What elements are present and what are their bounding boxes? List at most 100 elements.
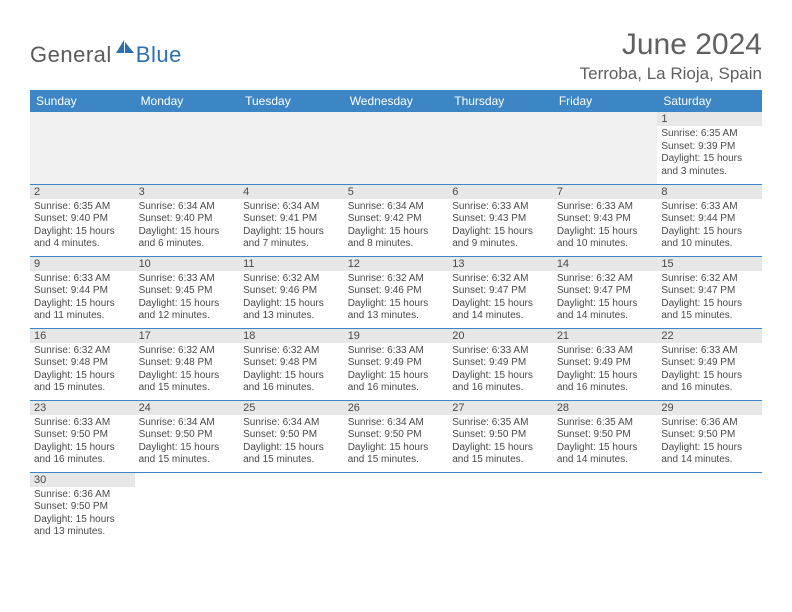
sunrise-text: Sunrise: 6:33 AM — [452, 201, 549, 214]
calendar-cell: 6Sunrise: 6:33 AMSunset: 9:43 PMDaylight… — [448, 184, 553, 256]
sunrise-text: Sunrise: 6:33 AM — [557, 345, 654, 358]
calendar-cell — [657, 472, 762, 544]
sunset-text: Sunset: 9:48 PM — [243, 357, 340, 370]
weekday-header: Thursday — [448, 90, 553, 112]
day-number: 1 — [657, 112, 762, 126]
sunset-text: Sunset: 9:50 PM — [452, 429, 549, 442]
sunset-text: Sunset: 9:43 PM — [557, 213, 654, 226]
sunset-text: Sunset: 9:44 PM — [34, 285, 131, 298]
calendar-cell: 21Sunrise: 6:33 AMSunset: 9:49 PMDayligh… — [553, 328, 658, 400]
calendar-cell: 9Sunrise: 6:33 AMSunset: 9:44 PMDaylight… — [30, 256, 135, 328]
calendar-cell: 24Sunrise: 6:34 AMSunset: 9:50 PMDayligh… — [135, 400, 240, 472]
daylight-text: and 9 minutes. — [452, 238, 549, 251]
calendar-cell — [135, 472, 240, 544]
sunset-text: Sunset: 9:42 PM — [348, 213, 445, 226]
sunset-text: Sunset: 9:50 PM — [661, 429, 758, 442]
sunrise-text: Sunrise: 6:33 AM — [661, 201, 758, 214]
weekday-header: Sunday — [30, 90, 135, 112]
calendar-cell — [239, 112, 344, 184]
daylight-text: and 14 minutes. — [661, 454, 758, 467]
sunset-text: Sunset: 9:41 PM — [243, 213, 340, 226]
daylight-text: Daylight: 15 hours — [34, 442, 131, 455]
day-number: 15 — [657, 257, 762, 271]
day-number: 2 — [30, 185, 135, 199]
calendar-cell — [30, 112, 135, 184]
calendar-cell: 14Sunrise: 6:32 AMSunset: 9:47 PMDayligh… — [553, 256, 658, 328]
day-number: 17 — [135, 329, 240, 343]
daylight-text: and 4 minutes. — [34, 238, 131, 251]
calendar-cell: 3Sunrise: 6:34 AMSunset: 9:40 PMDaylight… — [135, 184, 240, 256]
weekday-header: Friday — [553, 90, 658, 112]
calendar-cell: 5Sunrise: 6:34 AMSunset: 9:42 PMDaylight… — [344, 184, 449, 256]
sunrise-text: Sunrise: 6:34 AM — [348, 201, 445, 214]
calendar-cell — [344, 472, 449, 544]
daylight-text: Daylight: 15 hours — [557, 298, 654, 311]
sunset-text: Sunset: 9:43 PM — [452, 213, 549, 226]
calendar-cell: 18 Sunrise: 6:32 AMSunset: 9:48 PMDayligh… — [239, 328, 344, 400]
weekday-header: Tuesday — [239, 90, 344, 112]
sunset-text: Sunset: 9:50 PM — [557, 429, 654, 442]
calendar-cell: 8Sunrise: 6:33 AMSunset: 9:44 PMDaylight… — [657, 184, 762, 256]
daylight-text: and 16 minutes. — [452, 382, 549, 395]
weekday-header-row: Sunday Monday Tuesday Wednesday Thursday… — [30, 90, 762, 112]
sunset-text: Sunset: 9:39 PM — [661, 141, 758, 154]
sunset-text: Sunset: 9:46 PM — [243, 285, 340, 298]
daylight-text: and 15 minutes. — [139, 454, 236, 467]
calendar-week-row: 1Sunrise: 6:35 AMSunset: 9:39 PMDaylight… — [30, 112, 762, 184]
calendar-cell: 28Sunrise: 6:35 AMSunset: 9:50 PMDayligh… — [553, 400, 658, 472]
day-number: 27 — [448, 401, 553, 415]
daylight-text: Daylight: 15 hours — [348, 442, 445, 455]
day-number: 9 — [30, 257, 135, 271]
daylight-text: Daylight: 15 hours — [661, 226, 758, 239]
daylight-text: and 15 minutes. — [34, 382, 131, 395]
daylight-text: Daylight: 15 hours — [243, 226, 340, 239]
day-number: 10 — [135, 257, 240, 271]
sunrise-text: Sunrise: 6:35 AM — [452, 417, 549, 430]
header: General Blue June 2024 Terroba, La Rioja… — [30, 28, 762, 84]
location: Terroba, La Rioja, Spain — [580, 64, 762, 84]
calendar-week-row: 16Sunrise: 6:32 AMSunset: 9:48 PMDayligh… — [30, 328, 762, 400]
day-number: 19 — [344, 329, 449, 343]
sunset-text: Sunset: 9:49 PM — [661, 357, 758, 370]
sunrise-text: Sunrise: 6:33 AM — [557, 201, 654, 214]
day-number: 7 — [553, 185, 658, 199]
daylight-text: Daylight: 15 hours — [557, 442, 654, 455]
daylight-text: and 16 minutes. — [34, 454, 131, 467]
daylight-text: Daylight: 15 hours — [452, 298, 549, 311]
daylight-text: Daylight: 15 hours — [452, 442, 549, 455]
daylight-text: Daylight: 15 hours — [34, 514, 131, 527]
brand-part1: General — [30, 42, 112, 68]
calendar-cell: 19Sunrise: 6:33 AMSunset: 9:49 PMDayligh… — [344, 328, 449, 400]
sunrise-text: Sunrise: 6:32 AM — [557, 273, 654, 286]
sunset-text: Sunset: 9:45 PM — [139, 285, 236, 298]
day-number: 18 — [239, 329, 344, 343]
daylight-text: and 16 minutes. — [243, 382, 340, 395]
day-number: 16 — [30, 329, 135, 343]
sunrise-text: Sunrise: 6:33 AM — [34, 273, 131, 286]
daylight-text: and 12 minutes. — [139, 310, 236, 323]
sunrise-text: Sunrise: 6:33 AM — [661, 345, 758, 358]
calendar-cell: 17Sunrise: 6:32 AMSunset: 9:48 PMDayligh… — [135, 328, 240, 400]
day-number: 13 — [448, 257, 553, 271]
daylight-text: Daylight: 15 hours — [243, 298, 340, 311]
calendar-cell — [448, 472, 553, 544]
daylight-text: and 15 minutes. — [661, 310, 758, 323]
day-number: 28 — [553, 401, 658, 415]
calendar-table: Sunday Monday Tuesday Wednesday Thursday… — [30, 90, 762, 544]
calendar-cell: 23Sunrise: 6:33 AMSunset: 9:50 PMDayligh… — [30, 400, 135, 472]
sunrise-text: Sunrise: 6:32 AM — [348, 273, 445, 286]
daylight-text: Daylight: 15 hours — [243, 370, 340, 383]
calendar-page: General Blue June 2024 Terroba, La Rioja… — [0, 0, 792, 572]
daylight-text: Daylight: 15 hours — [661, 153, 758, 166]
daylight-text: and 16 minutes. — [557, 382, 654, 395]
day-number: 25 — [239, 401, 344, 415]
sunrise-text: Sunrise: 6:32 AM — [243, 345, 340, 358]
sunset-text: Sunset: 9:49 PM — [557, 357, 654, 370]
sunrise-text: Sunrise: 6:33 AM — [34, 417, 131, 430]
daylight-text: Daylight: 15 hours — [661, 370, 758, 383]
calendar-week-row: 23Sunrise: 6:33 AMSunset: 9:50 PMDayligh… — [30, 400, 762, 472]
sunset-text: Sunset: 9:44 PM — [661, 213, 758, 226]
calendar-cell — [448, 112, 553, 184]
sunset-text: Sunset: 9:49 PM — [452, 357, 549, 370]
sunrise-text: Sunrise: 6:32 AM — [243, 273, 340, 286]
